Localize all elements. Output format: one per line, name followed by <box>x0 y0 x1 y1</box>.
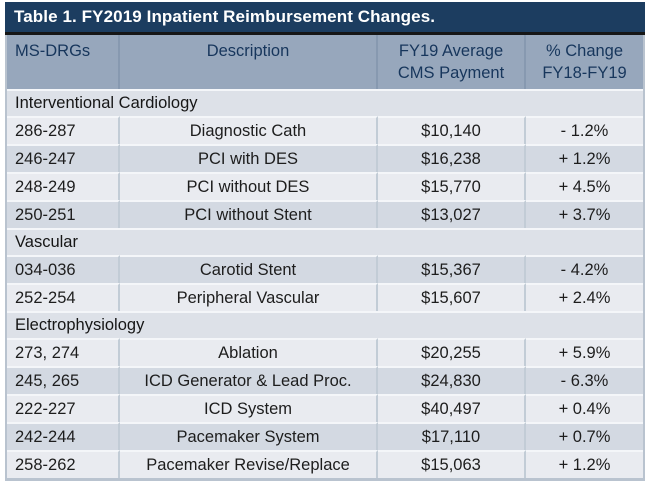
cell-description: Peripheral Vascular <box>120 283 378 311</box>
cell-payment: $24,830 <box>378 366 526 394</box>
section-header-row: Electrophysiology <box>7 311 643 338</box>
cell-payment: $10,140 <box>378 116 526 144</box>
cell-change: + 3.7% <box>526 200 643 228</box>
cell-payment: $13,027 <box>378 200 526 228</box>
cell-change: + 2.4% <box>526 283 643 311</box>
cell-msdrg: 222-227 <box>7 394 120 422</box>
cell-change: - 4.2% <box>526 255 643 283</box>
cell-description: PCI without Stent <box>120 200 378 228</box>
cell-payment: $20,255 <box>378 338 526 366</box>
cell-payment: $15,607 <box>378 283 526 311</box>
cell-description: ICD System <box>120 394 378 422</box>
cell-payment: $40,497 <box>378 394 526 422</box>
column-header-payment: FY19 Average CMS Payment <box>378 35 526 89</box>
cell-msdrg: 250-251 <box>7 200 120 228</box>
cell-payment: $15,770 <box>378 172 526 200</box>
cell-msdrg: 245, 265 <box>7 366 120 394</box>
cell-msdrg: 252-254 <box>7 283 120 311</box>
cell-change: + 1.2% <box>526 144 643 172</box>
cell-change: + 0.4% <box>526 394 643 422</box>
cell-msdrg: 286-287 <box>7 116 120 144</box>
cell-change: - 1.2% <box>526 116 643 144</box>
cell-payment: $15,063 <box>378 450 526 478</box>
column-header-msdrgs: MS-DRGs <box>7 35 120 89</box>
cell-description: PCI with DES <box>120 144 378 172</box>
cell-description: PCI without DES <box>120 172 378 200</box>
cell-change: + 1.2% <box>526 450 643 478</box>
cell-payment: $15,367 <box>378 255 526 283</box>
cell-change: + 4.5% <box>526 172 643 200</box>
cell-description: Carotid Stent <box>120 255 378 283</box>
column-header-description: Description <box>120 35 378 89</box>
section-header-row: Interventional Cardiology <box>7 89 643 116</box>
cell-change: + 0.7% <box>526 422 643 450</box>
cell-description: Pacemaker System <box>120 422 378 450</box>
cell-msdrg: 034-036 <box>7 255 120 283</box>
cell-change: + 5.9% <box>526 338 643 366</box>
cell-msdrg: 242-244 <box>7 422 120 450</box>
cell-msdrg: 273, 274 <box>7 338 120 366</box>
reimbursement-table: Table 1. FY2019 Inpatient Reimbursement … <box>5 2 645 481</box>
cell-payment: $17,110 <box>378 422 526 450</box>
section-header-row: Vascular <box>7 228 643 255</box>
table-grid: MS-DRGs Description FY19 Average CMS Paymen… <box>5 35 645 481</box>
cell-description: Ablation <box>120 338 378 366</box>
cell-payment: $16,238 <box>378 144 526 172</box>
cell-description: Diagnostic Cath <box>120 116 378 144</box>
cell-description: Pacemaker Revise/Replace <box>120 450 378 478</box>
column-header-change: % Change FY18-FY19 <box>526 35 643 89</box>
table-title: Table 1. FY2019 Inpatient Reimbursement … <box>5 2 645 35</box>
cell-change: - 6.3% <box>526 366 643 394</box>
cell-msdrg: 258-262 <box>7 450 120 478</box>
cell-msdrg: 246-247 <box>7 144 120 172</box>
cell-msdrg: 248-249 <box>7 172 120 200</box>
cell-description: ICD Generator & Lead Proc. <box>120 366 378 394</box>
